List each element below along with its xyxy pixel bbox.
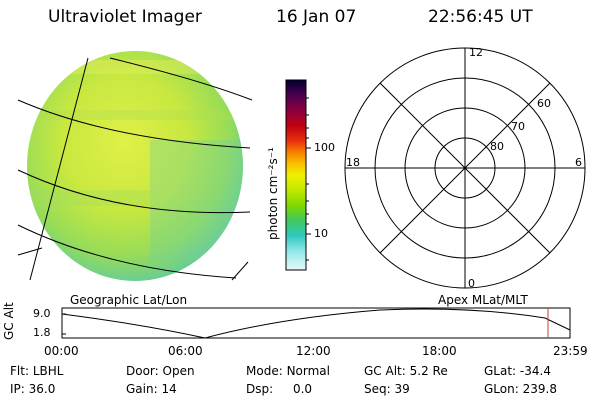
mlat-label-60: 60 xyxy=(537,97,551,110)
polar-mlat-mlt-plot xyxy=(344,47,586,289)
seq-field: Seq: 39 xyxy=(364,382,410,396)
mlt-label-0: 0 xyxy=(468,277,475,290)
time-label: 22:56:45 UT xyxy=(428,7,533,27)
gc-alt-field: GC Alt: 5.2 Re xyxy=(364,364,448,378)
door-field: Door: Open xyxy=(126,364,195,378)
glat-field: GLat: -34.4 xyxy=(484,364,551,378)
alt-tick-9: 9.0 xyxy=(33,307,51,320)
gain-field: Gain: 14 xyxy=(126,382,177,396)
colorbar-ticks xyxy=(306,97,311,261)
time-tick-0000: 00:00 xyxy=(44,344,79,358)
instrument-title: Ultraviolet Imager xyxy=(48,7,202,27)
flt-field: Flt: LBHL xyxy=(10,364,64,378)
uv-image-disk xyxy=(27,51,243,281)
time-tick-0600: 06:00 xyxy=(168,344,203,358)
mlt-label-18: 18 xyxy=(346,156,360,169)
geographic-caption: Geographic Lat/Lon xyxy=(70,293,188,307)
dsp-field: Dsp: 0.0 xyxy=(246,382,313,396)
alt-tick-1.8: 1.8 xyxy=(33,326,51,339)
time-tick-1800: 18:00 xyxy=(422,344,457,358)
date-label: 16 Jan 07 xyxy=(276,7,357,27)
colorbar-tick-100: 100 xyxy=(314,141,335,154)
colorbar xyxy=(285,79,307,271)
apex-caption: Apex MLat/MLT xyxy=(438,293,528,307)
colorbar-unit-label: photon cm⁻²s⁻¹ xyxy=(266,147,280,240)
mlat-label-70: 70 xyxy=(511,120,525,133)
mlt-label-6: 6 xyxy=(575,156,582,169)
mode-field: Mode: Normal xyxy=(246,364,330,378)
time-tick-2359: 23:59 xyxy=(553,344,588,358)
glon-field: GLon: 239.8 xyxy=(484,382,557,396)
altitude-plot xyxy=(61,307,571,339)
mlt-label-12: 12 xyxy=(469,46,483,59)
altitude-axis-label: GC Alt xyxy=(2,302,16,340)
colorbar-tick-10: 10 xyxy=(314,227,328,240)
geographic-grid xyxy=(17,57,253,281)
mlat-label-80: 80 xyxy=(490,140,504,153)
ip-field: IP: 36.0 xyxy=(10,382,56,396)
time-tick-1200: 12:00 xyxy=(296,344,331,358)
